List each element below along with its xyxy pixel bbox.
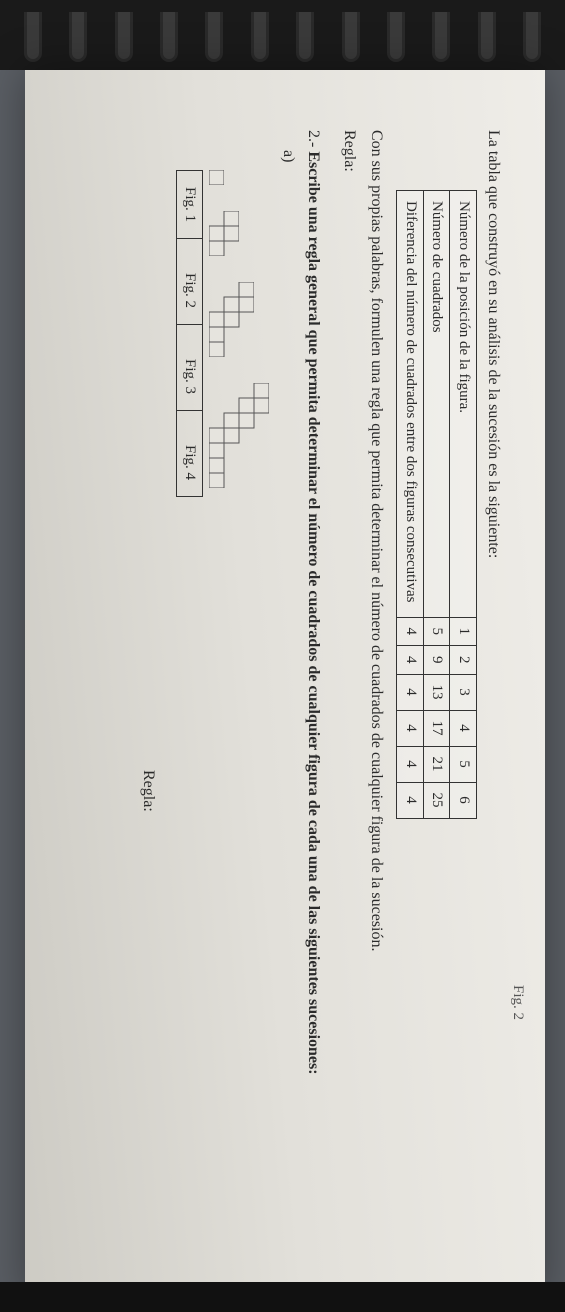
figure-4 [209, 383, 269, 488]
figure-1 [209, 170, 224, 185]
caption-3: Fig. 3 [177, 343, 203, 411]
regla-right-label: Regla: [137, 770, 158, 1240]
regla-label: Regla: [339, 130, 360, 1240]
cell: 17 [423, 710, 450, 746]
caption-2: Fig. 2 [177, 257, 203, 325]
sub-item-a: a) [277, 150, 298, 1240]
cell: 4 [397, 710, 424, 746]
figure-captions: Fig. 1 Fig. 2 Fig. 3 Fig. 4 [176, 170, 204, 497]
caption-4: Fig. 4 [177, 429, 203, 496]
cell: 2 [450, 646, 477, 675]
row2-label: Número de cuadrados [423, 191, 450, 618]
cell: 4 [397, 646, 424, 675]
cell: 4 [450, 710, 477, 746]
cell: 4 [397, 746, 424, 782]
caption-1: Fig. 1 [177, 171, 203, 239]
figure-2 [209, 211, 239, 256]
bottom-edge [0, 1282, 565, 1312]
cell: 9 [423, 646, 450, 675]
top-figure-label: Fig. 2 [508, 130, 528, 1240]
worksheet-page: Fig. 2 La tabla que construyó en su anál… [25, 70, 545, 1300]
question-2: 2.- Escribe una regla general que permit… [302, 130, 323, 1240]
instruction-paragraph: Con sus propias palabras, formulen una r… [365, 130, 386, 1240]
figure-sequence [209, 170, 269, 1240]
spiral-binding [0, 0, 565, 70]
q2-text: Escribe una regla general que permita de… [305, 151, 322, 1074]
row1-label: Número de la posición de la figura. [450, 191, 477, 618]
sequence-table: Número de la posición de la figura. 1 2 … [396, 190, 477, 819]
figure-3 [209, 282, 254, 357]
cell: 13 [423, 674, 450, 710]
cell: 25 [423, 782, 450, 818]
row3-label: Diferencia del número de cuadrados entre… [397, 191, 424, 618]
cell: 1 [450, 617, 477, 646]
cell: 21 [423, 746, 450, 782]
cell: 4 [397, 782, 424, 818]
cell: 4 [397, 617, 424, 646]
cell: 5 [423, 617, 450, 646]
cell: 4 [397, 674, 424, 710]
cell: 3 [450, 674, 477, 710]
cell: 6 [450, 782, 477, 818]
q2-number: 2.- [305, 130, 322, 151]
cell: 5 [450, 746, 477, 782]
intro-text: La tabla que construyó en su análisis de… [483, 130, 504, 1240]
